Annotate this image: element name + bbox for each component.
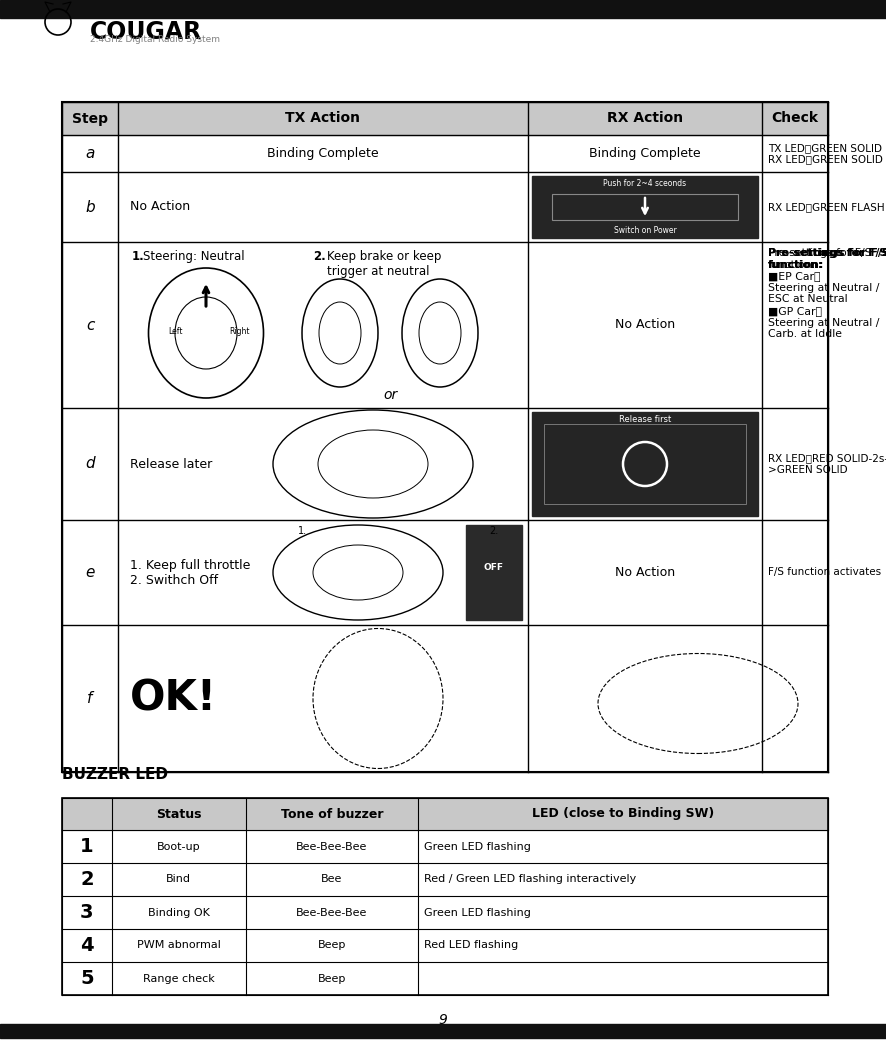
Text: Steering: Neutral: Steering: Neutral [143,250,245,263]
Text: 2.4GHz Digital Radio System: 2.4GHz Digital Radio System [90,35,220,44]
Text: Bee-Bee-Bee: Bee-Bee-Bee [296,841,368,852]
Text: 5: 5 [80,969,94,988]
Bar [552,194,738,220]
Text: LED (close to Binding SW): LED (close to Binding SW) [532,807,714,821]
Text: Beep: Beep [318,940,346,951]
Text: d: d [85,457,95,471]
Text: OK!: OK! [130,677,217,720]
Text: Range check: Range check [143,973,214,984]
Text: or: or [383,388,397,402]
Bar [532,412,758,516]
Bar [62,102,828,135]
Text: Pre-settings for F/S
function:
■EP Car：
Steering at Neutral /
ESC at Neutral
■GP: Pre-settings for F/S function: ■EP Car： … [768,248,882,339]
Text: Binding Complete: Binding Complete [268,147,379,160]
Text: 1. Keep full throttle
2. Swithch Off: 1. Keep full throttle 2. Swithch Off [130,558,251,587]
Text: b: b [85,200,95,214]
Text: Bee: Bee [322,875,343,884]
Text: TX LED：GREEN SOLID
RX LED：GREEN SOLID: TX LED：GREEN SOLID RX LED：GREEN SOLID [768,142,882,164]
Bar [300,2,886,15]
Text: No Action: No Action [615,318,675,332]
Bar [62,798,828,830]
Text: PWM abnormal: PWM abnormal [136,940,221,951]
Text: Left: Left [168,327,183,336]
Text: 1.: 1. [298,526,307,536]
Bar [62,798,828,995]
Text: No Action: No Action [615,566,675,579]
Text: Pre-settings for F/S
function:: Pre-settings for F/S function: [768,248,886,269]
Text: Binding Complete: Binding Complete [589,147,701,160]
Text: Pre-settings for F/S
function:
■EP Car：
Steering at Neutral /
ESC at Neutral
■GP: Pre-settings for F/S function: ■EP Car： … [768,248,880,339]
Bar [62,102,828,772]
Text: F/S function activates: F/S function activates [768,568,881,577]
Bar [466,525,522,620]
Text: Push for 2~4 sceonds: Push for 2~4 sceonds [603,179,687,188]
Text: Step: Step [72,111,108,126]
Text: Bind: Bind [167,875,191,884]
Text: c: c [86,317,94,333]
Text: 9: 9 [439,1013,447,1028]
Text: No Action: No Action [130,201,190,213]
Text: Right: Right [229,327,250,336]
Text: TX Action: TX Action [285,111,361,126]
Text: RX Action: RX Action [607,111,683,126]
Text: Release first: Release first [619,415,671,424]
Text: Keep brake or keep
trigger at neutral: Keep brake or keep trigger at neutral [327,250,441,278]
Bar [0,1024,886,1038]
Text: Release later: Release later [130,458,213,470]
Text: Status: Status [156,807,201,821]
Text: Boot-up: Boot-up [157,841,200,852]
Text: e: e [85,565,95,580]
Text: 1: 1 [80,837,94,856]
Text: Green LED flashing: Green LED flashing [424,908,531,917]
Text: Check: Check [772,111,819,126]
Text: RX LED：RED SOLID-2s-
>GREEN SOLID: RX LED：RED SOLID-2s- >GREEN SOLID [768,453,886,475]
Text: 2: 2 [80,870,94,889]
Text: Bee-Bee-Bee: Bee-Bee-Bee [296,908,368,917]
Text: 2.: 2. [313,250,326,263]
Text: Red / Green LED flashing interactively: Red / Green LED flashing interactively [424,875,636,884]
Text: RX LED：GREEN FLASH: RX LED：GREEN FLASH [768,202,884,212]
Bar [532,176,758,238]
Text: COUGAR: COUGAR [90,20,202,44]
Text: 1.: 1. [132,250,144,263]
Text: OFF: OFF [484,563,504,572]
Text: Red LED flashing: Red LED flashing [424,940,518,951]
Bar [0,0,886,18]
Text: 2.: 2. [489,526,499,536]
Bar [544,424,746,504]
Text: f: f [88,691,93,706]
Text: Beep: Beep [318,973,346,984]
Text: Green LED flashing: Green LED flashing [424,841,531,852]
Text: BUZZER LED: BUZZER LED [62,768,168,782]
Text: Pre-settings for F/S
function:: Pre-settings for F/S function: [768,248,886,269]
Text: a: a [85,146,95,161]
Text: Switch on Power: Switch on Power [614,226,676,235]
Text: 3: 3 [80,903,94,922]
Text: Tone of buzzer: Tone of buzzer [281,807,384,821]
Text: 4: 4 [80,936,94,955]
Text: Binding OK: Binding OK [148,908,210,917]
